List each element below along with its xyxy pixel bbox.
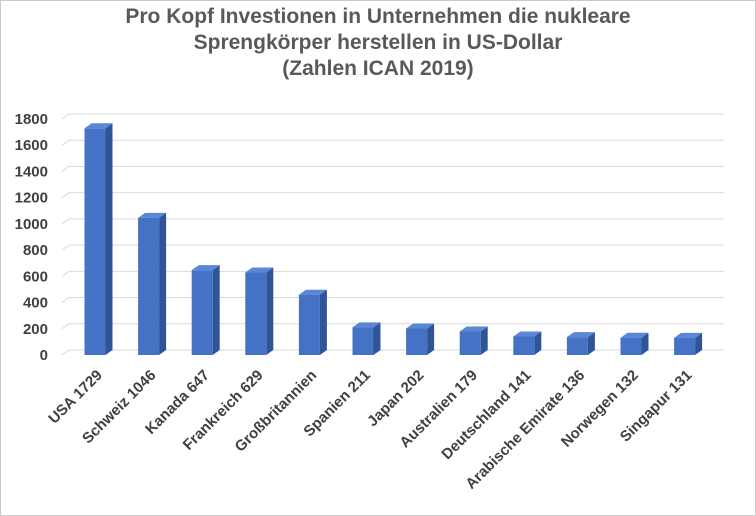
bar-side	[373, 322, 381, 355]
grid-line	[61, 139, 724, 146]
y-tick-label: 200	[23, 321, 48, 338]
grid-line	[61, 113, 724, 120]
bar-front	[566, 337, 588, 355]
bar-top	[138, 212, 167, 218]
bar-side	[695, 332, 703, 355]
bar	[84, 123, 113, 355]
grid-line	[61, 297, 724, 303]
y-tick-label: 1600	[15, 137, 48, 154]
bar-top	[513, 331, 542, 337]
bar	[566, 332, 595, 355]
bar-top	[620, 332, 649, 338]
bar-front	[191, 270, 213, 355]
bar-front	[352, 327, 374, 355]
bar-front	[674, 337, 696, 355]
bar	[620, 332, 649, 355]
bar-side	[266, 267, 274, 355]
bar-front	[245, 272, 267, 355]
bar	[138, 212, 167, 355]
bar-front	[459, 331, 481, 355]
y-tick-label: 800	[23, 242, 48, 259]
y-axis-ticks: 0 200 400 600 800 1000 1200 1400 1600 1800	[15, 111, 48, 364]
bar	[298, 289, 327, 355]
y-tick-label: 400	[23, 295, 48, 312]
bar-front	[84, 128, 106, 355]
bar-front	[513, 336, 535, 355]
bar-top	[352, 322, 381, 328]
bar	[674, 332, 703, 355]
bar-front	[138, 217, 160, 355]
chart-title-line-2: Sprengkörper herstellen in US-Dollar	[193, 31, 563, 54]
y-tick-label: 1000	[15, 216, 48, 233]
bar-top	[191, 265, 220, 271]
y-tick-label: 1200	[15, 190, 48, 207]
bar-side	[427, 323, 435, 355]
grid-line	[61, 323, 724, 330]
bar-front	[298, 294, 320, 355]
grid-line	[61, 349, 724, 356]
bar-top	[566, 332, 595, 338]
bar	[352, 322, 381, 355]
bar	[406, 323, 435, 355]
bar-side	[534, 331, 542, 355]
grid-line	[61, 218, 724, 225]
bar-top	[674, 332, 703, 338]
bar	[513, 331, 542, 355]
chart-title-line-3: (Zahlen ICAN 2019)	[282, 57, 474, 80]
bar-side	[480, 326, 488, 355]
bar-side	[105, 123, 113, 355]
bar	[245, 267, 274, 355]
y-tick-label: 1400	[15, 163, 48, 180]
bar-top	[406, 323, 435, 329]
bar-top	[245, 267, 274, 273]
chart-title-line-1: Pro Kopf Investionen in Unternehmen die …	[125, 5, 631, 28]
bar-front	[406, 328, 428, 355]
bar-side	[587, 332, 595, 355]
grid-line	[61, 270, 724, 277]
grid-line	[61, 192, 724, 199]
bar-top	[84, 123, 113, 129]
y-tick-label: 600	[23, 268, 48, 285]
bar-top	[459, 326, 488, 332]
grid-line	[61, 165, 724, 172]
bar	[191, 265, 220, 355]
bar-side	[212, 265, 220, 355]
bar-top	[298, 289, 327, 295]
bar-side	[641, 332, 649, 355]
y-tick-label: 1800	[15, 111, 48, 128]
bars	[84, 123, 703, 355]
bar-side	[319, 289, 327, 355]
grid-line	[61, 244, 724, 251]
bar-side	[159, 212, 167, 355]
chart-title: Pro Kopf Investionen in Unternehmen die …	[0, 4, 756, 82]
bar	[459, 326, 488, 355]
y-tick-label: 0	[40, 347, 48, 364]
grid-lines	[61, 113, 724, 356]
x-tick-label: Deutschland 141	[438, 367, 534, 463]
bar-front	[620, 337, 642, 355]
